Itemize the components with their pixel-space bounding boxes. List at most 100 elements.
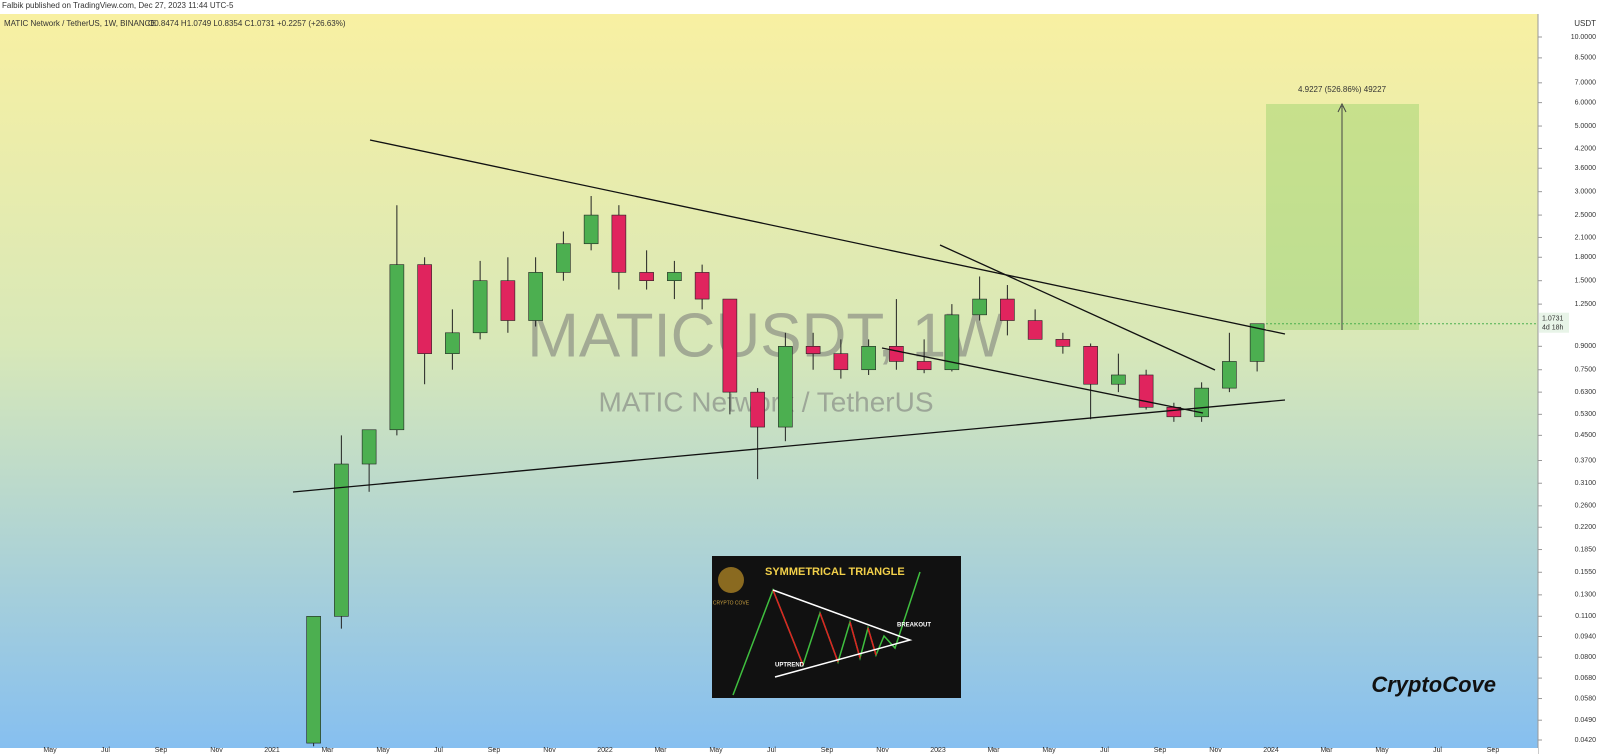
x-tick-label: Nov <box>1209 747 1222 754</box>
symbol-title: MATIC Network / TetherUS, 1W, BINANCE <box>4 19 156 28</box>
inset: CRYPTO COVE SYMMETRICAL TRIANGLE UPTREND… <box>712 556 961 698</box>
candle-body <box>1055 339 1071 347</box>
x-tick-label: Sep <box>155 747 168 754</box>
y-tick-label: 0.2200 <box>1575 524 1597 531</box>
candle-body <box>667 272 682 281</box>
x-tick-label: Sep <box>1487 747 1500 754</box>
x-tick-label: Sep <box>488 747 501 754</box>
candle-body <box>1027 320 1043 340</box>
candle-body <box>778 346 793 428</box>
y-tick-label: 0.0580 <box>1575 695 1597 702</box>
candle-body <box>889 346 904 362</box>
inset-background <box>712 556 961 698</box>
candle-body <box>528 272 543 321</box>
x-tick-label: May <box>709 747 723 754</box>
x-tick-label: 2024 <box>1263 747 1279 754</box>
candle-body <box>1138 374 1154 408</box>
x-tick-label: Jul <box>434 747 443 754</box>
trend-line <box>369 139 1286 335</box>
y-tick-label: 6.0000 <box>1575 99 1597 106</box>
ohlc-summary: O0.8474 H1.0749 L0.8354 C1.0731 +0.2257 … <box>148 19 346 28</box>
candle-body <box>306 616 321 744</box>
time-axis <box>0 748 1538 754</box>
y-tick-label: 0.1100 <box>1575 613 1596 620</box>
y-tick-label: 3.6000 <box>1575 165 1597 172</box>
x-tick-label: May <box>43 747 57 754</box>
target-label: 4.9227 (526.86%) 49227 <box>1298 85 1387 94</box>
price-axis <box>1538 14 1600 754</box>
y-tick-label: 0.1300 <box>1575 592 1597 599</box>
y-tick-label: 0.9000 <box>1575 343 1597 350</box>
x-tick-label: Jul <box>101 747 110 754</box>
x-tick-label: 2022 <box>597 747 613 754</box>
y-tick-label: 0.0940 <box>1575 633 1597 640</box>
x-tick-label: Mar <box>987 747 1000 754</box>
candle-body <box>639 272 654 281</box>
y-tick-label: 0.6300 <box>1575 389 1597 396</box>
candle-body <box>389 264 405 431</box>
countdown: 4d 18h <box>1542 325 1564 332</box>
y-tick-label: 0.0800 <box>1575 654 1597 661</box>
arrow-head <box>1337 102 1347 113</box>
candle-body <box>500 280 516 321</box>
inset-triangle <box>772 589 913 678</box>
y-tick-label: 0.0680 <box>1575 675 1597 682</box>
x-tick-label: Mar <box>654 747 667 754</box>
candle-body <box>722 298 738 393</box>
candle-body <box>445 332 460 354</box>
y-tick-label: 3.0000 <box>1575 189 1597 196</box>
candle-body <box>833 353 849 371</box>
x-tick-label: Mar <box>321 747 334 754</box>
trend-line <box>292 399 1286 493</box>
logo <box>718 567 744 593</box>
x-tick-label: Nov <box>876 747 889 754</box>
y-tick-label: 1.8000 <box>1575 254 1597 261</box>
candle-body <box>334 463 349 617</box>
logo-text: CRYPTO COVE <box>713 600 750 606</box>
watermark-name: MATIC Network / TetherUS <box>598 386 933 417</box>
candle-body <box>861 346 876 371</box>
candle-body <box>805 346 821 354</box>
x-tick-label: May <box>1042 747 1056 754</box>
candle-body <box>1111 374 1126 385</box>
y-tick-label: 7.0000 <box>1575 80 1597 87</box>
y-tick-label: 0.3700 <box>1575 457 1597 464</box>
y-tick-label: 0.5300 <box>1575 411 1597 418</box>
x-tick-label: 2023 <box>930 747 946 754</box>
trend-line <box>939 244 1216 371</box>
candle-body <box>611 214 627 273</box>
y-tick-label: 2.5000 <box>1575 212 1597 219</box>
x-tick-label: May <box>376 747 390 754</box>
y-tick-label: 2.1000 <box>1575 234 1597 241</box>
y-tick-label: 8.5000 <box>1575 55 1597 62</box>
trend-line <box>881 347 1204 414</box>
y-tick-label: 10.0000 <box>1571 34 1596 41</box>
y-tick-label: 0.1550 <box>1575 569 1597 576</box>
y-tick-label: 0.0420 <box>1575 737 1597 744</box>
y-tick-label: 1.5000 <box>1575 278 1597 285</box>
watermark-symbol: MATICUSDT, 1W <box>527 301 1005 370</box>
inset-title: SYMMETRICAL TRIANGLE <box>765 566 905 578</box>
brand: CryptoCove <box>1371 672 1496 697</box>
x-tick-label: Jul <box>767 747 776 754</box>
x-tick-label: Jul <box>1433 747 1442 754</box>
x-tick-label: Sep <box>821 747 834 754</box>
y-tick-label: 0.4500 <box>1575 432 1597 439</box>
x-tick-label: Nov <box>543 747 556 754</box>
candle-body <box>944 314 960 371</box>
y-tick-label: 5.0000 <box>1575 123 1597 130</box>
candle-body <box>472 280 488 334</box>
candle-body <box>1000 298 1015 321</box>
last-price-box <box>1539 312 1569 333</box>
candle-body <box>361 429 377 465</box>
x-tick-label: Nov <box>210 747 223 754</box>
x-tick-label: Jul <box>1100 747 1109 754</box>
candle-body <box>750 391 765 428</box>
x-tick-label: 2021 <box>264 747 280 754</box>
inset-path <box>772 589 877 666</box>
candle-body <box>694 272 710 300</box>
y-tick-label: 0.7500 <box>1575 367 1597 374</box>
candle-body <box>1222 361 1237 389</box>
x-tick-label: Mar <box>1320 747 1333 754</box>
